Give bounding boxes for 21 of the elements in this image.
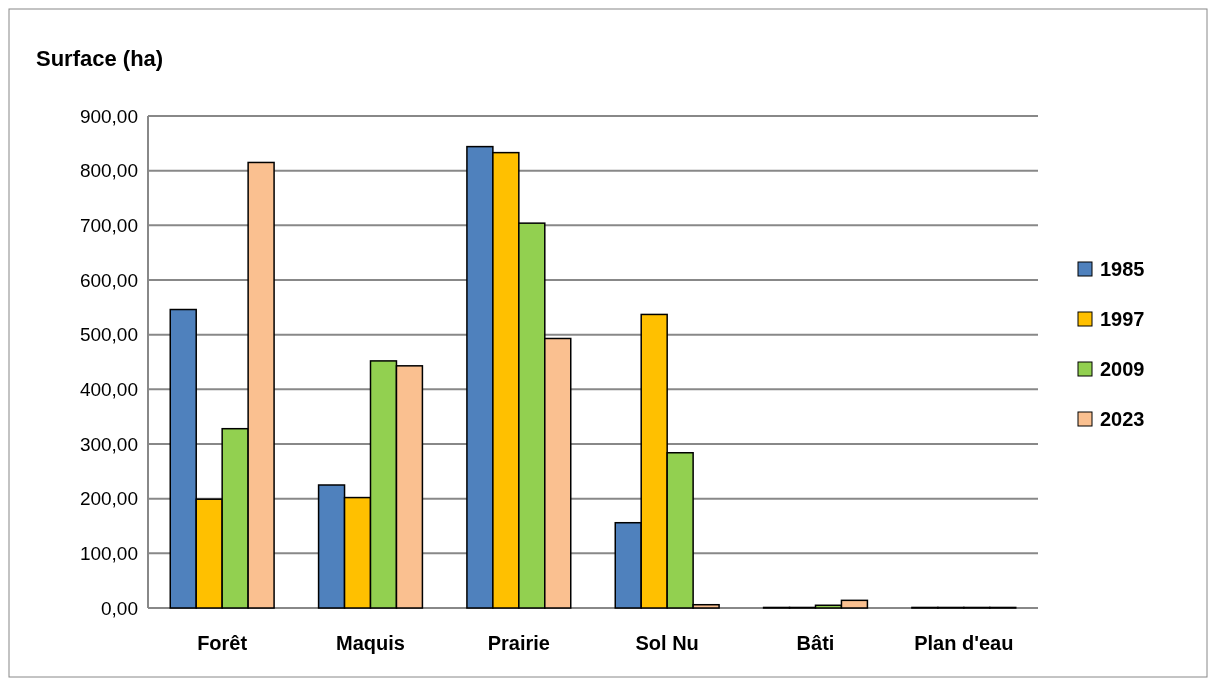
y-tick-label: 700,00 bbox=[79, 214, 138, 236]
y-tick-label: 0,00 bbox=[101, 597, 138, 619]
y-tick-label: 300,00 bbox=[79, 433, 138, 455]
x-tick-label: Forêt bbox=[197, 632, 248, 654]
chart-title: Surface (ha) bbox=[36, 46, 164, 71]
y-tick-label: 200,00 bbox=[79, 488, 138, 510]
x-tick-label: Plan d'eau bbox=[914, 632, 1014, 654]
y-tick-label: 400,00 bbox=[79, 378, 138, 400]
y-tick-label: 900,00 bbox=[79, 105, 138, 127]
x-tick-label: Prairie bbox=[487, 632, 550, 654]
legend-label: 2023 bbox=[1100, 408, 1145, 430]
legend-label: 1985 bbox=[1100, 258, 1145, 280]
legend-label: 2009 bbox=[1100, 358, 1145, 380]
legend-label: 1997 bbox=[1100, 308, 1145, 330]
y-tick-label: 500,00 bbox=[79, 324, 138, 346]
x-tick-label: Sol Nu bbox=[635, 632, 699, 654]
y-tick-label: 800,00 bbox=[79, 160, 138, 182]
y-tick-label: 600,00 bbox=[79, 269, 138, 291]
y-tick-label: 100,00 bbox=[79, 542, 138, 564]
x-tick-label: Bâti bbox=[796, 632, 835, 654]
x-tick-label: Maquis bbox=[336, 632, 405, 654]
